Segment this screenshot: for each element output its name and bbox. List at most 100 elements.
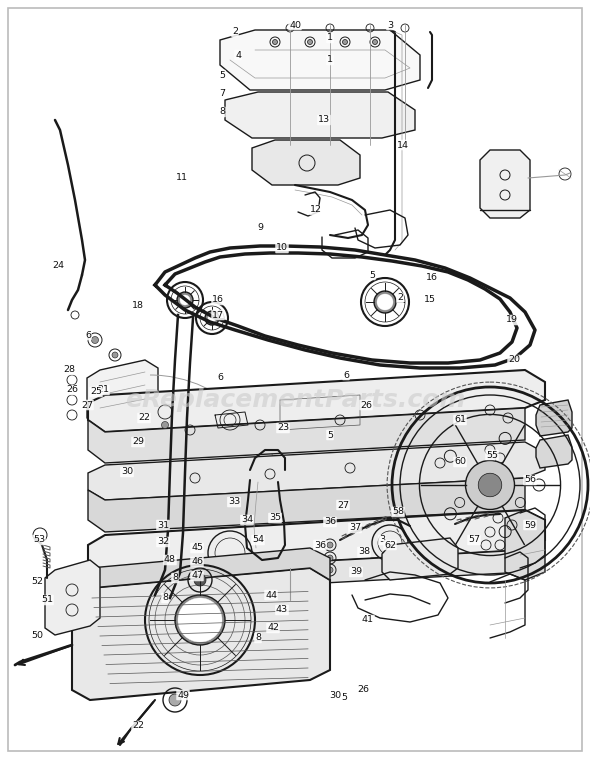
Text: 13: 13	[318, 115, 330, 124]
Text: 44: 44	[265, 591, 277, 600]
Circle shape	[291, 576, 299, 584]
Text: 45: 45	[191, 543, 203, 553]
Text: 26: 26	[360, 401, 372, 410]
Text: 39: 39	[350, 568, 362, 577]
Text: 29: 29	[132, 437, 144, 446]
Circle shape	[327, 542, 333, 548]
Polygon shape	[87, 360, 158, 426]
Text: 21: 21	[97, 386, 109, 395]
Text: eReplacementParts.com: eReplacementParts.com	[125, 388, 465, 412]
Text: 31: 31	[157, 521, 169, 530]
Circle shape	[177, 292, 193, 308]
Text: 53: 53	[33, 536, 45, 544]
Text: 6: 6	[85, 330, 91, 339]
Polygon shape	[88, 510, 545, 573]
Text: 17: 17	[212, 310, 224, 320]
Text: 54: 54	[252, 536, 264, 544]
Circle shape	[180, 295, 190, 305]
Text: 20: 20	[508, 355, 520, 364]
Text: 9: 9	[257, 223, 263, 232]
Polygon shape	[220, 30, 420, 90]
Text: 1: 1	[327, 33, 333, 43]
Text: 55: 55	[486, 451, 498, 459]
Polygon shape	[252, 140, 360, 185]
Text: 12: 12	[310, 206, 322, 215]
Circle shape	[343, 39, 348, 45]
Text: 58: 58	[392, 508, 404, 517]
Text: 33: 33	[228, 497, 240, 506]
Text: 36: 36	[314, 540, 326, 550]
Text: 8: 8	[219, 108, 225, 116]
Text: 4: 4	[235, 51, 241, 59]
Polygon shape	[480, 150, 530, 218]
Polygon shape	[505, 510, 545, 580]
Text: 48: 48	[164, 556, 176, 565]
Circle shape	[162, 421, 169, 429]
Polygon shape	[72, 568, 330, 700]
Text: 28: 28	[63, 366, 75, 374]
Circle shape	[327, 567, 333, 573]
Text: 27: 27	[337, 500, 349, 509]
Text: 14: 14	[397, 140, 409, 150]
Text: 56: 56	[524, 475, 536, 484]
Text: 57: 57	[468, 536, 480, 544]
Text: 26: 26	[66, 386, 78, 395]
Circle shape	[194, 574, 206, 586]
Text: 8: 8	[172, 574, 178, 582]
Text: 46: 46	[191, 558, 203, 566]
Text: 19: 19	[506, 316, 518, 325]
Circle shape	[205, 311, 219, 325]
Circle shape	[208, 314, 216, 322]
Text: 34: 34	[241, 515, 253, 524]
Text: 7: 7	[219, 90, 225, 99]
Text: 32: 32	[157, 537, 169, 546]
Text: 47: 47	[191, 572, 203, 581]
Text: 24: 24	[52, 260, 64, 269]
Text: 42: 42	[267, 623, 279, 632]
Circle shape	[327, 555, 333, 561]
Text: 16: 16	[426, 273, 438, 282]
Circle shape	[466, 461, 514, 509]
Circle shape	[112, 352, 118, 358]
Text: 23: 23	[277, 424, 289, 433]
Text: 10: 10	[276, 244, 288, 253]
Text: 6: 6	[343, 370, 349, 380]
Text: 1: 1	[327, 55, 333, 65]
Text: 36: 36	[324, 518, 336, 527]
Polygon shape	[225, 92, 415, 138]
Text: 38: 38	[358, 547, 370, 556]
Text: 18: 18	[132, 301, 144, 310]
Polygon shape	[536, 435, 572, 468]
Polygon shape	[45, 560, 100, 635]
Text: 40: 40	[289, 20, 301, 30]
Circle shape	[374, 291, 396, 313]
Text: 3: 3	[387, 20, 393, 30]
Text: 2: 2	[397, 294, 403, 303]
Text: 52: 52	[31, 578, 43, 587]
Circle shape	[372, 39, 378, 45]
Text: 51: 51	[41, 596, 53, 604]
Circle shape	[273, 39, 277, 45]
Text: 61: 61	[454, 415, 466, 424]
Text: 25: 25	[90, 388, 102, 396]
Text: 43: 43	[276, 606, 288, 615]
Text: 8: 8	[255, 634, 261, 643]
Circle shape	[307, 39, 313, 45]
Text: 5: 5	[327, 430, 333, 439]
Text: 50: 50	[31, 631, 43, 640]
Text: 30: 30	[121, 468, 133, 477]
Text: 41: 41	[362, 616, 374, 625]
Circle shape	[175, 595, 225, 645]
Polygon shape	[536, 400, 572, 436]
Text: 22: 22	[132, 722, 144, 730]
Text: 3: 3	[379, 536, 385, 544]
Polygon shape	[72, 548, 330, 588]
Circle shape	[178, 598, 222, 642]
Text: 62: 62	[384, 540, 396, 550]
Text: 6: 6	[217, 373, 223, 383]
Circle shape	[377, 294, 393, 310]
Text: 30: 30	[329, 691, 341, 701]
Text: 27: 27	[81, 401, 93, 410]
Text: 16: 16	[212, 295, 224, 304]
Text: 60: 60	[454, 458, 466, 467]
